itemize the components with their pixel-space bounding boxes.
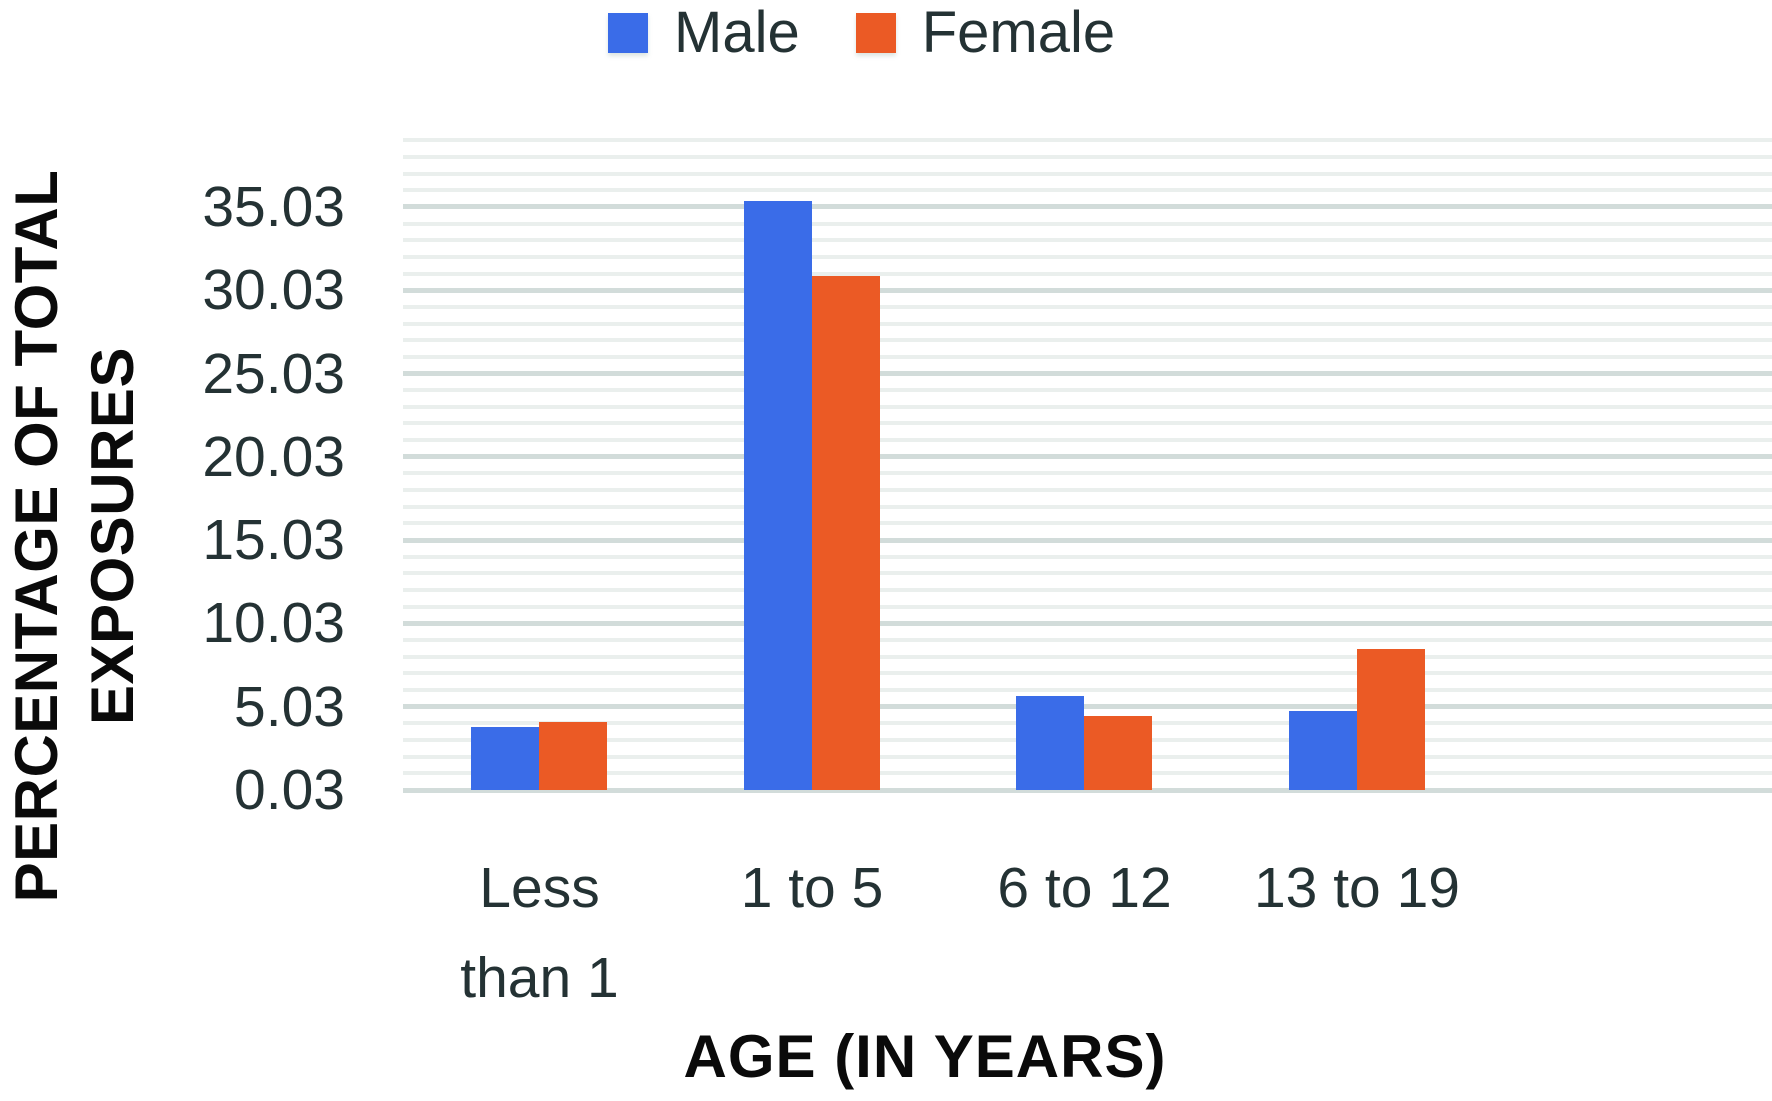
minor-gridline [403, 238, 1772, 243]
bar-male-less-than-1 [471, 727, 540, 790]
minor-gridline [403, 404, 1772, 409]
minor-gridline [403, 271, 1772, 276]
minor-gridline [403, 504, 1772, 509]
minor-gridline [403, 488, 1772, 493]
minor-gridline [403, 638, 1772, 643]
bar-female-6-to-12 [1084, 715, 1153, 790]
minor-gridline [403, 671, 1772, 676]
major-gridline [403, 454, 1772, 460]
minor-gridline [403, 138, 1772, 143]
minor-gridline [403, 438, 1772, 443]
minor-gridline [403, 154, 1772, 159]
x-axis-title: AGE (IN YEARS) [683, 1023, 1167, 1090]
y-tick-label: 20.03 [202, 424, 345, 489]
bar-female-1-to-5 [811, 275, 880, 790]
x-category-label: Less than 1 [460, 856, 619, 1010]
y-tick-label: 15.03 [202, 508, 345, 573]
bar-female-less-than-1 [539, 722, 608, 790]
minor-gridline [403, 388, 1772, 393]
minor-gridline [403, 571, 1772, 576]
major-gridline [403, 787, 1772, 793]
y-tick-label: 0.03 [234, 758, 345, 822]
x-category-label: 1 to 5 [740, 856, 884, 920]
minor-gridline [403, 654, 1772, 659]
legend-female-label: Female [921, 0, 1116, 65]
minor-gridline [403, 338, 1772, 343]
minor-gridline [403, 688, 1772, 693]
major-gridline [403, 371, 1772, 376]
minor-gridline [403, 521, 1772, 526]
legend-item-female: Female [855, 0, 1116, 65]
bar-male-13-to-19 [1288, 710, 1357, 790]
x-category-label: 13 to 19 [1253, 856, 1460, 920]
major-gridline [403, 204, 1772, 210]
y-axis-title-line-1: PERCENTAGE OF TOTAL [3, 169, 70, 903]
major-gridline [403, 620, 1772, 626]
major-gridline [403, 704, 1772, 710]
y-tick-label: 10.03 [202, 591, 345, 656]
minor-gridline [403, 604, 1772, 609]
y-tick-label: 30.03 [202, 258, 345, 323]
minor-gridline [403, 588, 1772, 593]
bar-male-6-to-12 [1016, 695, 1085, 790]
legend-male-label: Male [674, 0, 800, 65]
minor-gridline [403, 554, 1772, 559]
y-tick-label: 5.03 [234, 674, 345, 739]
minor-gridline [403, 321, 1772, 326]
legend-female-swatch [855, 13, 896, 53]
minor-gridline [403, 221, 1772, 226]
legend: Male Female [608, 2, 1115, 64]
bar-female-13-to-19 [1356, 648, 1425, 790]
y-tick-label: 35.03 [202, 174, 345, 239]
legend-male-swatch [608, 13, 648, 53]
x-category-label: 6 to 12 [997, 856, 1172, 920]
bar-male-1-to-5 [743, 200, 812, 790]
minor-gridline [403, 171, 1772, 176]
minor-gridline [403, 421, 1772, 426]
minor-gridline [403, 254, 1772, 259]
plot-area [403, 128, 1772, 793]
minor-gridline [403, 304, 1772, 309]
minor-gridline [403, 188, 1772, 193]
legend-item-male: Male [608, 2, 800, 64]
y-tick-label: 25.03 [202, 341, 345, 406]
major-gridline [403, 537, 1772, 543]
major-gridline [403, 287, 1772, 293]
minor-gridline [403, 471, 1772, 476]
minor-gridline [403, 354, 1772, 359]
